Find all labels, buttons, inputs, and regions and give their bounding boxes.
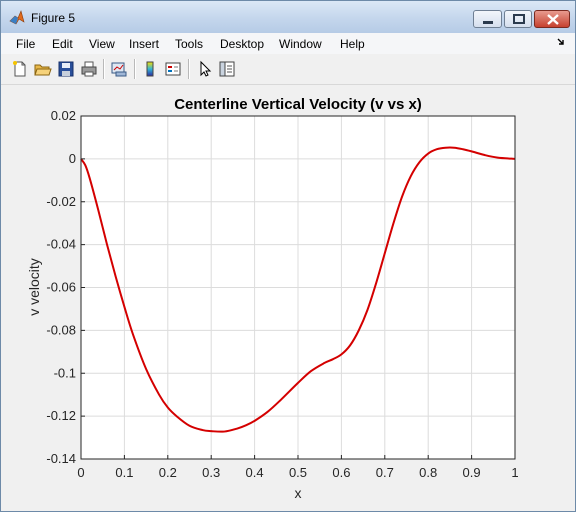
y-tick-label: 0.02: [51, 108, 76, 123]
minimize-button[interactable]: [473, 10, 502, 28]
new-figure-icon[interactable]: [11, 60, 29, 78]
minimize-icon: [483, 21, 493, 24]
menu-help[interactable]: Help: [340, 37, 365, 51]
chart-title: Centerline Vertical Velocity (v vs x): [174, 96, 422, 113]
title-bar[interactable]: Figure 5: [1, 1, 575, 33]
property-inspector-icon[interactable]: [218, 60, 236, 78]
x-tick-label: 1: [511, 465, 518, 480]
insert-legend-icon[interactable]: [164, 60, 182, 78]
menu-bar: File Edit View Insert Tools Desktop Wind…: [1, 33, 575, 54]
maximize-icon: [513, 14, 525, 24]
plot-axes[interactable]: 0 0.1 0.2 0.3 0.4 0.5 0.6 0.7 0.8 0.9 1 0.02 0 -0.02…: [1, 85, 575, 511]
x-tick-label: 0.2: [159, 465, 177, 480]
y-tick-label: -0.04: [46, 237, 76, 252]
series-line: [80, 146, 516, 433]
close-button[interactable]: [534, 10, 570, 28]
y-tick-label: -0.14: [46, 451, 76, 466]
menu-edit[interactable]: Edit: [52, 37, 73, 51]
x-tick-label: 0.1: [115, 465, 133, 480]
menu-tools[interactable]: Tools: [175, 37, 204, 51]
open-file-icon[interactable]: [34, 60, 52, 78]
matlab-icon: [9, 10, 25, 25]
toolbar-separator: [188, 59, 190, 79]
toolbar-separator: [134, 59, 136, 79]
y-tick-label: -0.06: [46, 280, 76, 295]
figure-toolbar: [1, 54, 575, 85]
x-tick-label: 0.5: [289, 465, 307, 480]
x-tick-label: 0: [77, 465, 84, 480]
x-tick-label: 0.8: [419, 465, 437, 480]
close-icon: [547, 14, 559, 25]
link-plot-icon[interactable]: [110, 60, 128, 78]
menu-file[interactable]: File: [16, 37, 36, 51]
y-tick-label: -0.02: [46, 194, 76, 209]
x-tick-label: 0.3: [202, 465, 220, 480]
maximize-button[interactable]: [504, 10, 532, 28]
series-group: [80, 146, 516, 433]
menu-desktop[interactable]: Desktop: [220, 37, 265, 51]
figure-canvas: 0 0.1 0.2 0.3 0.4 0.5 0.6 0.7 0.8 0.9 1 0.02 0 -0.02…: [1, 85, 575, 511]
menu-window[interactable]: Window: [279, 37, 322, 51]
pointer-icon[interactable]: [196, 60, 214, 78]
insert-colorbar-icon[interactable]: [141, 60, 159, 78]
x-axis-label: x: [295, 485, 302, 501]
y-tick-label: -0.1: [54, 365, 76, 380]
x-tick-label: 0.9: [463, 465, 481, 480]
x-tick-label: 0.7: [376, 465, 394, 480]
dock-arrow-icon[interactable]: [556, 37, 566, 47]
window-title: Figure 5: [31, 11, 76, 25]
x-tick-label: 0.4: [246, 465, 264, 480]
menu-insert[interactable]: Insert: [129, 37, 160, 51]
menu-view[interactable]: View: [89, 37, 115, 51]
y-tick-labels: 0.02 0 -0.02 -0.04 -0.06 -0.08 -0.1 -0.12 -0.14: [46, 108, 76, 466]
x-tick-labels: 0 0.1 0.2 0.3 0.4 0.5 0.6 0.7 0.8 0.9 1: [77, 465, 518, 480]
save-icon[interactable]: [57, 60, 75, 78]
x-tick-label: 0.6: [332, 465, 350, 480]
y-tick-label: -0.08: [46, 322, 76, 337]
y-tick-label: 0: [69, 151, 76, 166]
tick-marks: [80, 115, 516, 460]
y-tick-label: -0.12: [46, 408, 76, 423]
y-axis-label: v velocity: [26, 258, 42, 316]
print-icon[interactable]: [80, 60, 98, 78]
toolbar-separator: [103, 59, 105, 79]
